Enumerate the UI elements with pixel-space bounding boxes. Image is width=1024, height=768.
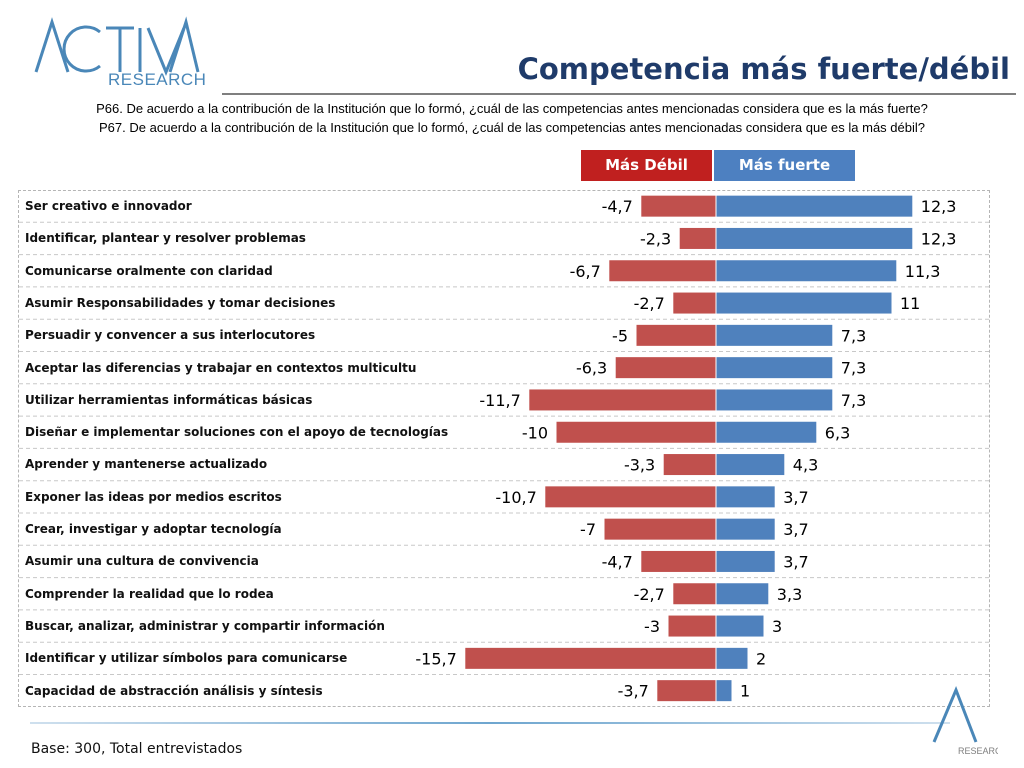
bar-mas-debil — [667, 614, 717, 638]
bar-mas-debil — [614, 356, 717, 380]
category-label: Crear, investigar y adoptar tecnología — [25, 522, 282, 536]
value-label-mas-fuerte: 3,3 — [777, 585, 802, 604]
bar-mas-debil — [635, 323, 717, 347]
category-label: Ser creativo e innovador — [25, 199, 192, 213]
question-p67: P67. De acuerdo a la contribución de la … — [99, 120, 925, 135]
category-label: Diseñar e implementar soluciones con el … — [25, 425, 449, 440]
value-label-mas-debil: -6,7 — [570, 262, 601, 281]
chart-frame — [18, 190, 990, 707]
value-label-mas-fuerte: 11 — [900, 294, 920, 313]
value-label-mas-fuerte: 12,3 — [921, 229, 957, 248]
bar-mas-debil — [544, 485, 717, 509]
legend-weak: Más Débil — [581, 150, 712, 181]
value-label-mas-debil: -11,7 — [479, 391, 520, 410]
value-label-mas-fuerte: 3,7 — [783, 488, 808, 507]
title-divider — [222, 93, 1016, 95]
category-label: Exponer las ideas por medios escritos — [25, 489, 282, 504]
category-label: Identificar y utilizar símbolos para com… — [25, 651, 348, 666]
value-label-mas-fuerte: 3,7 — [783, 520, 808, 539]
bar-mas-debil — [672, 582, 717, 606]
value-label-mas-debil: -2,3 — [640, 229, 671, 248]
logo-subtext: RESEARCH — [108, 70, 207, 89]
value-label-mas-debil: -3,7 — [618, 682, 649, 701]
bar-mas-fuerte — [715, 517, 776, 541]
value-label-mas-debil: -5 — [612, 326, 628, 345]
bar-mas-fuerte — [715, 485, 776, 509]
bar-mas-debil — [678, 226, 717, 250]
value-label-mas-debil: -4,7 — [602, 552, 633, 571]
value-label-mas-fuerte: 6,3 — [825, 423, 850, 442]
value-label-mas-fuerte: 7,3 — [841, 326, 866, 345]
bar-mas-fuerte — [715, 323, 834, 347]
category-label: Asumir Responsabilidades y tomar decisio… — [25, 295, 336, 310]
bar-mas-debil — [555, 420, 717, 444]
question-p66: P66. De acuerdo a la contribución de la … — [96, 101, 928, 116]
bar-mas-debil — [464, 646, 717, 670]
bar-mas-debil — [662, 453, 717, 477]
value-label-mas-debil: -15,7 — [415, 649, 456, 668]
bar-mas-fuerte — [715, 420, 818, 444]
value-label-mas-fuerte: 3,7 — [783, 552, 808, 571]
value-label-mas-debil: -2,7 — [634, 294, 665, 313]
bar-mas-fuerte — [715, 388, 834, 412]
corner-logo-text: RESEARCH — [958, 746, 998, 756]
value-label-mas-fuerte: 7,3 — [841, 391, 866, 410]
category-label: Buscar, analizar, administrar y comparti… — [25, 618, 385, 633]
category-label: Aceptar las diferencias y trabajar en co… — [25, 360, 417, 375]
value-label-mas-fuerte: 3 — [772, 617, 782, 636]
value-label-mas-debil: -3 — [644, 617, 660, 636]
value-label-mas-debil: -3,3 — [624, 456, 655, 475]
bar-mas-fuerte — [715, 549, 776, 573]
bar-mas-debil — [672, 291, 717, 315]
base-note: Base: 300, Total entrevistados — [31, 741, 243, 757]
value-label-mas-fuerte: 11,3 — [905, 262, 941, 281]
value-label-mas-debil: -2,7 — [634, 585, 665, 604]
category-label: Aprender y mantenerse actualizado — [25, 457, 268, 472]
bar-mas-fuerte — [715, 291, 893, 315]
value-label-mas-debil: -10 — [522, 423, 548, 442]
bar-mas-fuerte — [715, 453, 786, 477]
category-label: Asumir una cultura de convivencia — [25, 554, 259, 569]
bar-mas-fuerte — [715, 614, 765, 638]
category-label: Persuadir y convencer a sus interlocutor… — [25, 328, 316, 343]
category-label: Capacidad de abstracción análisis y sínt… — [25, 683, 323, 698]
footer-divider — [30, 722, 950, 724]
page-title: Competencia más fuerte/débil — [517, 52, 1010, 86]
bar-mas-fuerte — [715, 646, 749, 670]
value-label-mas-fuerte: 4,3 — [793, 456, 818, 475]
category-label: Comprender la realidad que lo rodea — [25, 586, 274, 601]
corner-logo: RESEARCH — [932, 686, 998, 756]
bar-mas-debil — [528, 388, 717, 412]
bar-mas-debil — [640, 549, 717, 573]
bar-mas-fuerte — [715, 356, 834, 380]
value-label-mas-fuerte: 1 — [740, 682, 750, 701]
bar-mas-fuerte — [715, 259, 898, 283]
bar-mas-debil — [608, 259, 717, 283]
category-label: Utilizar herramientas informáticas básic… — [25, 392, 313, 407]
value-label-mas-debil: -7 — [580, 520, 596, 539]
bar-mas-debil — [640, 194, 717, 218]
activa-research-logo — [34, 16, 200, 76]
category-label: Comunicarse oralmente con claridad — [25, 263, 273, 278]
bar-mas-debil — [656, 679, 717, 703]
value-label-mas-fuerte: 7,3 — [841, 359, 866, 378]
bar-mas-fuerte — [715, 226, 914, 250]
value-label-mas-fuerte: 2 — [756, 649, 766, 668]
value-label-mas-fuerte: 12,3 — [921, 197, 957, 216]
bar-mas-fuerte — [715, 582, 770, 606]
value-label-mas-debil: -10,7 — [495, 488, 536, 507]
bar-mas-fuerte — [715, 679, 733, 703]
value-label-mas-debil: -4,7 — [602, 197, 633, 216]
category-label: Identificar, plantear y resolver problem… — [25, 231, 306, 246]
value-label-mas-debil: -6,3 — [576, 359, 607, 378]
bar-mas-debil — [603, 517, 717, 541]
bar-mas-fuerte — [715, 194, 914, 218]
legend-strong: Más fuerte — [714, 150, 855, 181]
